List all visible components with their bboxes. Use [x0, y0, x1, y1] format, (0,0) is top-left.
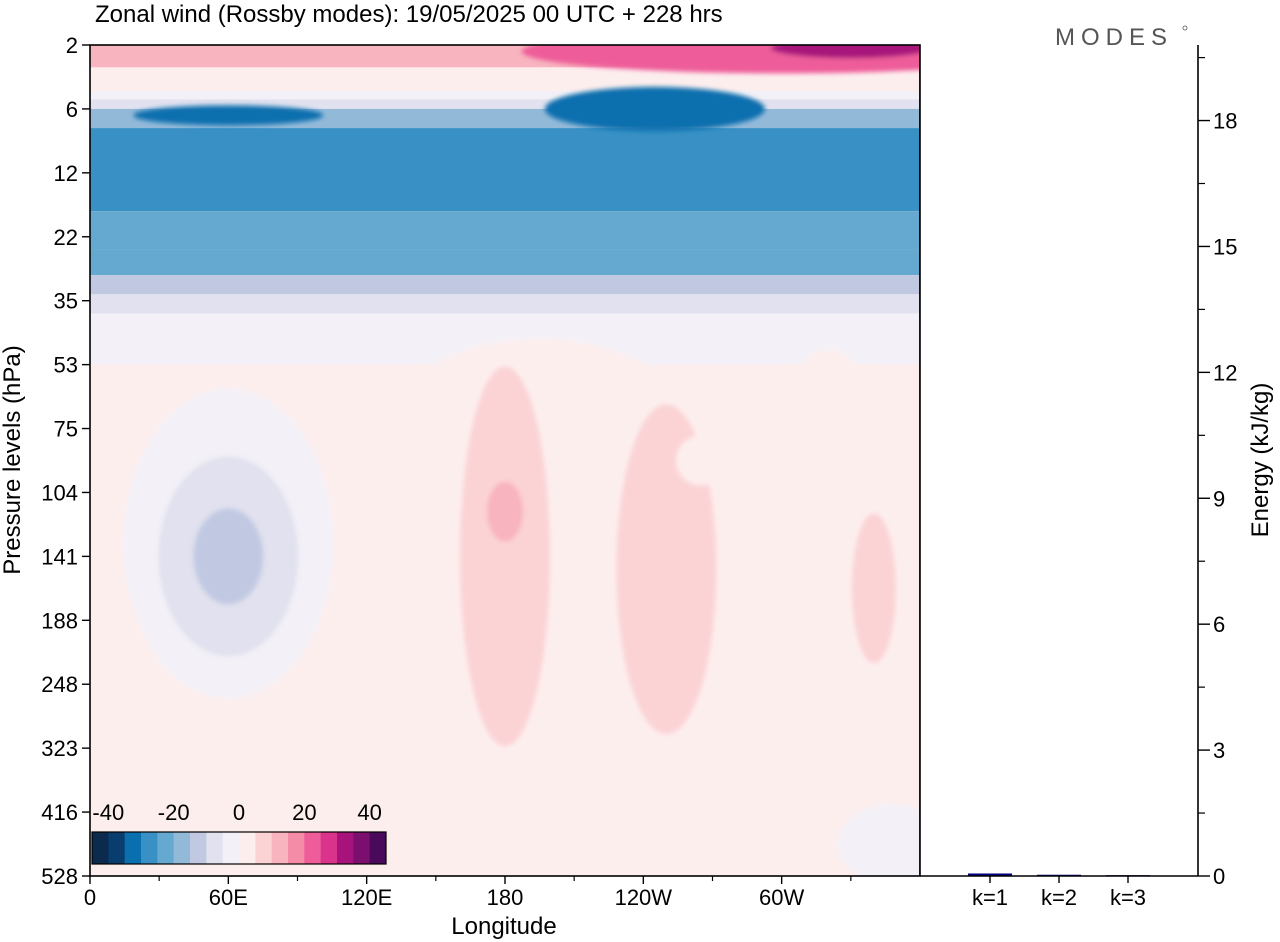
energy-y-tick-label: 15: [1213, 234, 1237, 259]
logo-registered-mark: [1182, 25, 1188, 31]
westerly-core: [460, 366, 550, 747]
y-tick-label: 53: [54, 353, 78, 378]
colorbar-tick-label: -40: [92, 800, 124, 825]
easterly-core: [133, 105, 324, 126]
energy-x-axis: k=1 k=2 k=3: [972, 876, 1146, 910]
energy-bar: [968, 873, 1012, 876]
energy-category-label: k=3: [1110, 885, 1146, 910]
energy-y-tick-label: 0: [1213, 864, 1225, 889]
y-tick-label: 12: [54, 161, 78, 186]
heatmap-y-axis: 2 6 12 22 35 53 75 104 141 188 248 323 416 528: [41, 33, 90, 889]
wind-band: [90, 80, 920, 92]
y-tick-label: 141: [41, 544, 78, 569]
westerly-peak: [851, 513, 896, 664]
westerly-upper-peak: [770, 45, 920, 59]
energy-panel-background: [920, 45, 1198, 876]
westerly-peak: [487, 481, 523, 542]
weak-westerly-gap: [675, 435, 726, 486]
y-tick-label: 248: [41, 672, 78, 697]
westerly-peak: [663, 495, 692, 656]
energy-category-label: k=1: [972, 885, 1008, 910]
colorbar-swatch: [124, 832, 142, 864]
wind-band: [90, 99, 920, 109]
x-tick-label: 120W: [615, 885, 673, 910]
colorbar-frame: [91, 831, 387, 865]
energy-category-label: k=2: [1041, 885, 1077, 910]
colorbar-swatch: [190, 832, 207, 864]
y-tick-label: 188: [41, 608, 78, 633]
colorbar-swatch: [206, 832, 224, 864]
colorbar-tick-label: -20: [158, 800, 190, 825]
heatmap-x-axis: 0 60E 120E 180 120W 60W: [84, 876, 852, 910]
easterly-peak: [193, 508, 264, 605]
wind-band: [90, 91, 920, 100]
x-tick-label: 180: [487, 885, 524, 910]
colorbar-swatch: [320, 832, 338, 864]
x-tick-label: 120E: [341, 885, 392, 910]
energy-y-tick-label: 18: [1213, 109, 1237, 134]
colorbar-swatch: [337, 832, 354, 864]
colorbar-swatch: [222, 832, 240, 864]
colorbar-swatch: [304, 832, 322, 864]
wind-band: [90, 249, 920, 276]
wind-band: [90, 294, 920, 314]
colorbar-swatch: [255, 832, 273, 864]
colorbar-swatch: [239, 832, 256, 864]
x-tick-label: 0: [84, 885, 96, 910]
energy-y-tick-label: 12: [1213, 360, 1237, 385]
easterly-core: [544, 86, 765, 131]
colorbar-swatch: [92, 832, 109, 864]
x-tick-label: 60E: [209, 885, 248, 910]
chart-title: Zonal wind (Rossby modes): 19/05/2025 00…: [95, 1, 723, 28]
energy-panel: 0 3 6 9 12 15 18 k=1 k=2 k=3 Energy (kJ/kg): [919, 45, 1274, 910]
y-tick-label: 35: [54, 289, 78, 314]
energy-y-tick-label: 3: [1213, 738, 1225, 763]
wind-band: [90, 128, 920, 212]
colorbar-swatch: [271, 832, 289, 864]
colorbar-swatch: [369, 832, 387, 864]
colorbar-tick-label: 0: [233, 800, 245, 825]
y-tick-label: 104: [41, 480, 78, 505]
heatmap-x-label: Longitude: [451, 913, 556, 940]
y-tick-label: 323: [41, 736, 78, 761]
colorbar-swatch: [108, 832, 126, 864]
energy-y-tick-label: 9: [1213, 486, 1225, 511]
zonal-wind-heatmap: [90, 45, 920, 876]
colorbar-swatch: [353, 832, 371, 864]
colorbar-swatch: [288, 832, 305, 864]
energy-y-label: Energy (kJ/kg): [1247, 383, 1274, 538]
y-tick-label: 2: [66, 33, 78, 58]
colorbar-swatch: [141, 832, 158, 864]
y-tick-label: 75: [54, 417, 78, 442]
y-tick-label: 22: [54, 225, 78, 250]
wind-features: [123, 45, 920, 876]
y-tick-label: 528: [41, 864, 78, 889]
colorbar-tick-label: 40: [357, 800, 381, 825]
colorbar-swatch: [173, 832, 191, 864]
y-tick-label: 6: [66, 97, 78, 122]
wind-band: [90, 211, 920, 250]
colorbar-swatch: [157, 832, 175, 864]
energy-y-axis: 0 3 6 9 12 15 18: [1198, 56, 1237, 889]
wind-band: [90, 275, 920, 295]
heatmap-y-label: Pressure levels (hPa): [0, 345, 26, 574]
x-tick-label: 60W: [759, 885, 804, 910]
energy-y-tick-label: 6: [1213, 612, 1225, 637]
wind-band: [90, 313, 920, 340]
colorbar-tick-label: 20: [292, 800, 316, 825]
colorbar: -40 -20 0 20 40: [91, 800, 387, 865]
y-tick-label: 416: [41, 800, 78, 825]
easterly-region: [837, 804, 920, 876]
